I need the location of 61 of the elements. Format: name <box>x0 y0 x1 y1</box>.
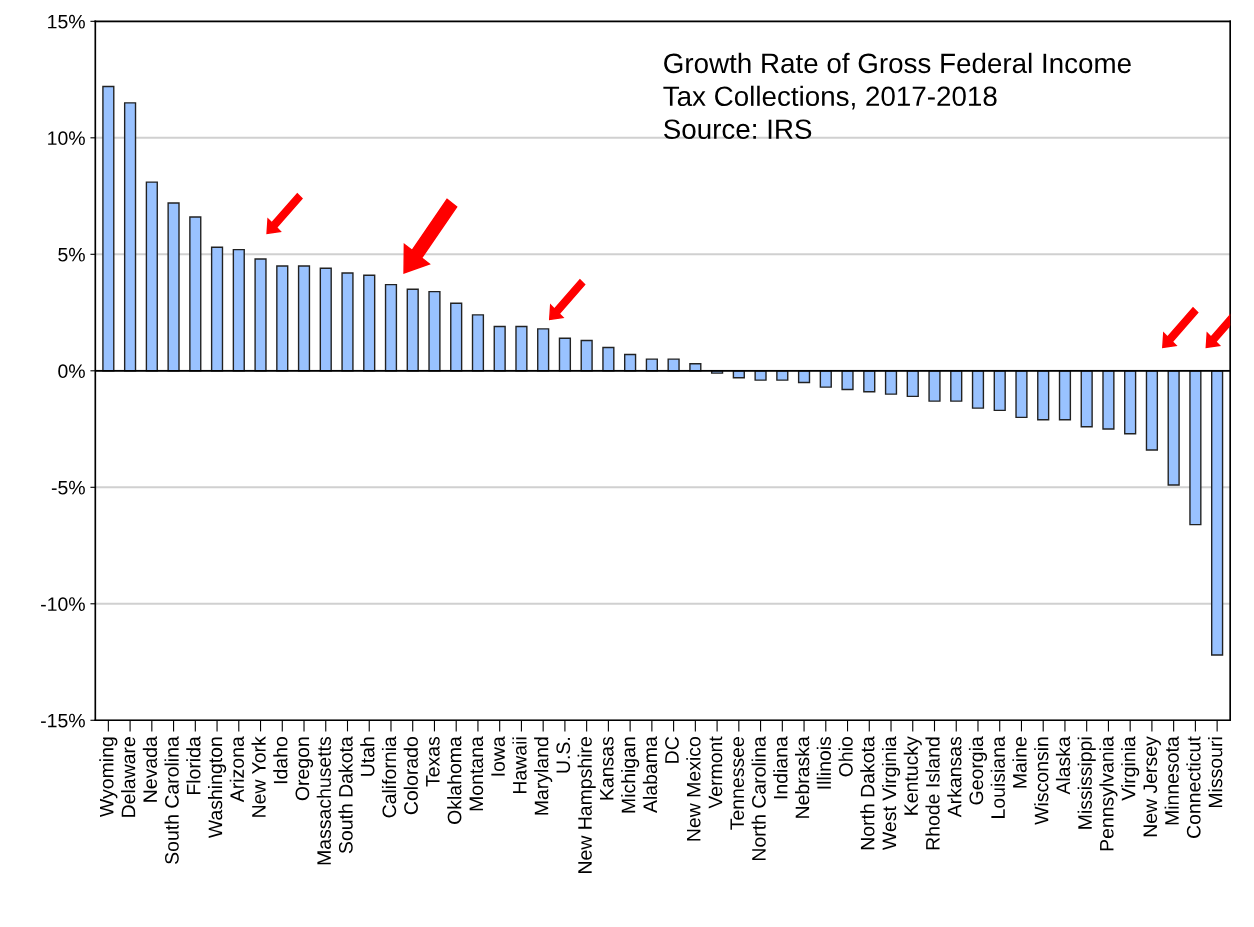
y-tick-label: 10% <box>48 131 85 146</box>
x-tick-label: Wisconsin <box>1034 737 1049 825</box>
x-tick-label: Alaska <box>1055 736 1071 795</box>
x-tick-label: Colorado <box>403 737 418 815</box>
x-tick-label: Connecticut <box>1186 736 1201 838</box>
x-tick-label: U.S. <box>556 738 571 773</box>
x-tick-label: South Dakota <box>338 736 353 854</box>
x-tick-label: Kentucky <box>903 736 922 815</box>
x-tick-label: Illinois <box>816 736 832 789</box>
x-tick-label: Hawaii <box>512 737 527 794</box>
x-tick-label: Florida <box>186 736 201 795</box>
x-tick-label: Texas <box>426 736 440 787</box>
x-tick-label: Mississippi <box>1077 737 1096 829</box>
x-tick-label: California <box>381 736 397 818</box>
x-tick-label: North Carolina <box>751 736 766 861</box>
y-tick-label: 15% <box>48 14 85 29</box>
x-tick-label: New Hampshire <box>577 737 596 873</box>
x-tick-label: Nebraska <box>794 736 810 818</box>
x-tick-label: Ohio <box>838 737 853 777</box>
x-tick-label: New Mexico <box>686 737 701 841</box>
annotation: Source: IRS <box>664 119 812 140</box>
x-tick-label: Pennsylvania <box>1099 736 1118 851</box>
x-tick-label: Louisiana <box>990 736 1005 818</box>
x-tick-label: Maine <box>1012 737 1027 788</box>
x-tick-label: South Carolina <box>164 736 179 864</box>
x-tick-label: Iowa <box>491 736 505 776</box>
x-tick-label: DC <box>665 736 679 763</box>
x-tick-label: Georgia <box>968 736 988 805</box>
y-tick-label: 0% <box>58 364 85 379</box>
x-tick-label: Vermont <box>708 736 723 809</box>
x-tick-label: New York <box>251 736 266 817</box>
x-tick-label: Virginia <box>1121 736 1140 801</box>
x-tick-label: Alabama <box>642 736 658 813</box>
x-tick-label: Michigan <box>621 737 640 813</box>
x-tick-label: Minnesota <box>1164 736 1179 825</box>
x-tick-label: Tennessee <box>730 737 745 830</box>
x-tick-label: Nevada <box>142 736 158 802</box>
y-tick-label: 5% <box>58 247 85 262</box>
y-tick-label: -15% <box>41 713 85 728</box>
text: Growth Rate of Gross Federal Income Tax Collections, 2017-2018 <box>663 52 1131 110</box>
x-tick-label: Missouri <box>1208 737 1223 808</box>
x-tick-label: Arizona <box>229 736 245 803</box>
y-tick-label: -5% <box>51 480 85 495</box>
x-tick-label: Montana <box>469 736 484 811</box>
x-tick-label: West Virginia <box>881 736 901 851</box>
x-tick-label: Rhode Island <box>925 737 940 850</box>
x-tick-label: North Dakota <box>860 736 875 850</box>
x-tick-label: Washington <box>207 737 227 839</box>
x-tick-label: Kansas <box>600 736 614 800</box>
y-tick-label: -10% <box>41 597 85 612</box>
x-tick-label: Oklahoma <box>447 736 462 824</box>
x-tick-label: Utah <box>360 737 375 776</box>
x-tick-label: Delaware <box>121 737 136 817</box>
x-tick-label: Massachusetts <box>316 736 331 865</box>
x-tick-label: Wyoming <box>99 737 118 818</box>
x-tick-label: New Jersey <box>1143 736 1161 837</box>
x-tick-label: Arkansas <box>947 736 962 818</box>
x-tick-label: Maryland <box>534 737 553 815</box>
x-tick-label: Oregon <box>295 737 314 801</box>
x-tick-label: Idaho <box>273 737 288 784</box>
x-tick-label: Indiana <box>773 736 788 799</box>
